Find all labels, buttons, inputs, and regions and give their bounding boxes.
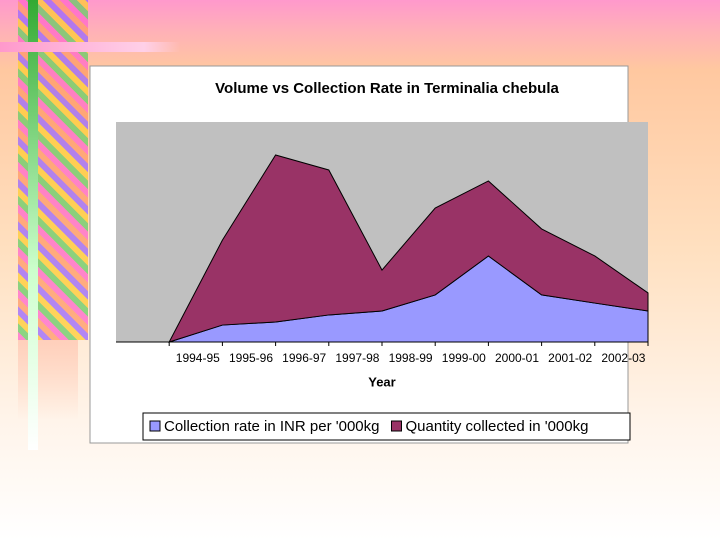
area — [168, 154, 649, 343]
x-tick-label: 1994-95 — [176, 351, 220, 365]
legend-swatch — [149, 420, 161, 432]
legend — [142, 412, 631, 441]
legend-label: Collection rate in INR per '000kg — [164, 418, 379, 435]
chart-title: Volume vs Collection Rate in Terminalia … — [215, 80, 559, 97]
legend-swatch — [390, 420, 402, 432]
x-axis-title: Year — [368, 374, 395, 389]
legend-label: Quantity collected in '000kg — [405, 418, 588, 435]
x-tick-label: 1995-96 — [229, 351, 273, 365]
x-tick-label: 2001-02 — [548, 351, 592, 365]
x-tick-label: 1998-99 — [389, 351, 433, 365]
x-tick-label: 2002-03 — [601, 351, 645, 365]
x-tick-label: 1999-00 — [442, 351, 486, 365]
decor-bar-horizontal — [0, 42, 180, 52]
x-tick-label: 1996-97 — [282, 351, 326, 365]
decor-bar-vertical — [28, 0, 38, 450]
x-tick-label: 2000-01 — [495, 351, 539, 365]
x-tick-label: 1997-98 — [335, 351, 379, 365]
